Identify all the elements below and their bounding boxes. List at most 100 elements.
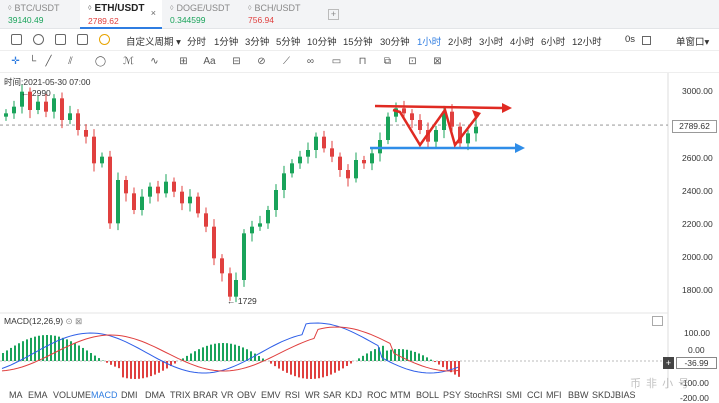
trash-icon[interactable]: ▭ (331, 56, 342, 67)
tab-btc-usdt[interactable]: ◊ BTC/USDT 39140.49 (0, 0, 78, 29)
indicator-obv[interactable]: OBV (237, 390, 257, 400)
indicator-stochrsi[interactable]: StochRSI (464, 390, 503, 400)
delete-icon[interactable]: ⊠ (433, 56, 442, 67)
chart-area[interactable] (0, 73, 719, 403)
pitchfork-icon[interactable]: ℳ (123, 56, 134, 67)
period-15m[interactable]: 15分钟 (343, 37, 373, 48)
macd-bar (410, 350, 412, 361)
period-12h[interactable]: 12小时 (572, 37, 602, 48)
macd-bar (458, 361, 460, 377)
indicator-psy[interactable]: PSY (443, 390, 462, 400)
window-mode-dropdown[interactable]: 单窗口▾ (676, 34, 709, 48)
macd-bar (318, 361, 320, 379)
lock-icon[interactable] (77, 34, 88, 45)
coin-icon: ◊ (88, 5, 92, 12)
crosshair-icon[interactable]: ✛ (11, 56, 20, 67)
indicator-ema[interactable]: EMA (28, 390, 48, 400)
macd-bar (246, 349, 248, 361)
indicator-skdj[interactable]: SKDJ (592, 390, 616, 400)
coin-settings-icon[interactable] (99, 34, 110, 45)
indicator-boll[interactable]: BOLL (416, 390, 440, 400)
candle-body (228, 273, 232, 297)
macd-bar (234, 344, 236, 361)
expand-icon[interactable] (652, 316, 663, 326)
seconds-label[interactable]: 0s (625, 34, 636, 45)
indicator-rsi[interactable]: RSI (285, 390, 301, 400)
candle-body (28, 91, 32, 110)
clipboard-icon[interactable]: ⊡ (408, 56, 417, 67)
link-icon[interactable]: ∞ (306, 56, 315, 67)
macd-bar (270, 361, 272, 364)
add-indicator-button[interactable]: + (663, 357, 674, 369)
candle-body (282, 173, 286, 190)
indicator-vr[interactable]: VR (221, 390, 234, 400)
indicator-cci[interactable]: CCI (527, 390, 543, 400)
period-3m[interactable]: 3分钟 (245, 37, 270, 48)
indicator-bbw[interactable]: BBW (568, 390, 589, 400)
macd-bar (294, 361, 296, 377)
period-3h[interactable]: 3小时 (479, 37, 504, 48)
period-10m[interactable]: 10分钟 (307, 37, 337, 48)
calendar-icon[interactable] (55, 34, 66, 45)
high-marker-value: 2990 (31, 88, 51, 98)
tab-doge-usdt[interactable]: ◊ DOGE/USDT 0.344599 (162, 0, 240, 29)
indicator-mtm[interactable]: MTM (390, 390, 411, 400)
indicator-wr[interactable]: WR (305, 390, 320, 400)
candle-body (266, 210, 270, 224)
ruler-icon[interactable]: ⟋ (283, 56, 290, 67)
add-tab-button[interactable]: + (328, 9, 339, 20)
settings-icon[interactable]: ⊙ (65, 316, 73, 326)
candle-body (274, 190, 278, 210)
macd-bar (142, 361, 144, 379)
indicator-macd[interactable]: MACD (91, 390, 118, 400)
period-1m[interactable]: 1分钟 (214, 37, 239, 48)
indicator-dma[interactable]: DMA (145, 390, 165, 400)
tab-eth-usdt[interactable]: ◊ ETH/USDT 2789.62 × (80, 0, 162, 29)
close-icon[interactable]: ⊠ (74, 316, 83, 326)
macd-bar (34, 336, 36, 361)
indicator-trix[interactable]: TRIX (170, 390, 191, 400)
macd-bar (254, 353, 256, 361)
indicator-kdj[interactable]: KDJ (345, 390, 363, 400)
wave-icon[interactable]: ∿ (150, 56, 159, 67)
period-30m[interactable]: 30分钟 (380, 37, 410, 48)
candlestick-chart[interactable] (0, 73, 719, 403)
lock-drawing-icon[interactable]: ⊓ (358, 56, 367, 67)
period-6h[interactable]: 6小时 (541, 37, 566, 48)
period-5m[interactable]: 5分钟 (276, 37, 301, 48)
indicator-dmi[interactable]: DMI (121, 390, 138, 400)
ellipse-icon[interactable]: ◯ (94, 56, 107, 67)
indicator-volume[interactable]: VOLUME (53, 390, 92, 400)
indicator-bias[interactable]: BIAS (615, 390, 636, 400)
custom-period-dropdown[interactable]: 自定义周期 ▾ (126, 34, 181, 48)
indicator-roc[interactable]: ROC (367, 390, 387, 400)
layout-icon[interactable] (11, 34, 22, 45)
period-2h[interactable]: 2小时 (448, 37, 473, 48)
period-fenshi[interactable]: 分时 (187, 37, 207, 48)
indicator-mfi[interactable]: MFI (546, 390, 562, 400)
indicator-ma[interactable]: MA (9, 390, 23, 400)
settings-icon[interactable] (33, 34, 44, 45)
text-tool-icon[interactable]: Aa (203, 56, 216, 67)
measure-icon[interactable]: ⊞ (179, 56, 188, 67)
magnet-icon[interactable]: ⊟ (232, 56, 241, 67)
indicator-smi[interactable]: SMI (506, 390, 523, 400)
trendline-icon[interactable]: ╱ (45, 56, 52, 67)
resistance-arrow (374, 104, 503, 110)
close-icon[interactable]: × (150, 8, 156, 18)
tab-price: 2789.62 (88, 16, 119, 26)
indicator-sar[interactable]: SAR (323, 390, 342, 400)
eye-icon[interactable]: ⊘ (257, 56, 266, 67)
period-4h[interactable]: 4小时 (510, 37, 535, 48)
period-1h[interactable]: 1小时 (417, 37, 442, 48)
channel-icon[interactable]: ⫽ (68, 56, 73, 67)
indicator-emv[interactable]: EMV (261, 390, 281, 400)
copy-icon[interactable]: ⧉ (383, 56, 392, 67)
fullscreen-icon[interactable] (642, 36, 651, 45)
tab-pair-label: DOGE/USDT (176, 3, 230, 13)
tab-bch-usdt[interactable]: ◊ BCH/USDT 756.94 (240, 0, 320, 29)
ray-icon[interactable]: └ (28, 56, 37, 67)
indicator-brar[interactable]: BRAR (193, 390, 219, 400)
candle-body (116, 180, 120, 224)
candle-body (156, 186, 160, 194)
